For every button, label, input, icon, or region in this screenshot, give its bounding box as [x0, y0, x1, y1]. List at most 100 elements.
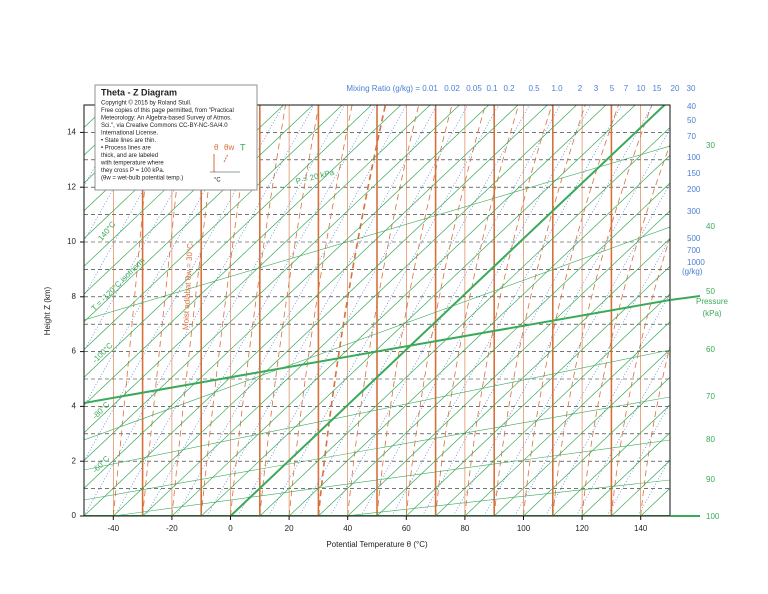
moist-adiabat [112, 105, 153, 516]
x-tick-label: 100 [517, 524, 531, 533]
mixing-ratio-line [606, 402, 670, 516]
moist-adiabat [376, 105, 453, 516]
pressure-line [84, 299, 670, 404]
pressure-line [84, 226, 670, 441]
y-tick-label: 2 [72, 456, 77, 465]
x-tick-label: 0 [228, 524, 233, 533]
note-line: Meteorology: An Algebra-based Survey of … [101, 116, 232, 122]
mixing-ratio-line [237, 105, 469, 516]
isotherm [552, 404, 670, 516]
note-line: • Process lines are [101, 146, 151, 152]
pressure-line [84, 396, 670, 501]
mixing-ratio-line [145, 105, 376, 516]
isotherm [113, 105, 548, 516]
moist-adiabat [493, 105, 586, 516]
mixing-ratio-line [84, 105, 284, 462]
mixing-ratio-label: 3 [594, 84, 599, 93]
moist-adiabat [523, 105, 619, 516]
note-line: International License. [101, 131, 158, 137]
mixing-ratio-label: 200 [687, 185, 701, 194]
x-tick-label: 120 [575, 524, 589, 533]
pressure-label: 70 [706, 392, 715, 401]
mixing-ratio-line [545, 292, 670, 516]
legend-symbol: θ [214, 143, 219, 152]
isotherm [84, 105, 402, 406]
note-line: • State lines are thin. [101, 138, 156, 144]
mixing-ratio-label: 0.1 [486, 84, 498, 93]
x-axis-label: Potential Temperature θ (°C) [326, 540, 428, 549]
moist-adiabat [464, 105, 553, 516]
isotherm [493, 349, 670, 516]
moist-adiabat [435, 105, 519, 516]
isotherm [84, 105, 431, 434]
note-line: with temperature where [100, 161, 164, 167]
mixing-ratio-line [329, 105, 561, 516]
moist-adiabat [288, 105, 353, 516]
isotherm [84, 105, 519, 516]
mixing-ratio-label: 10 [637, 84, 646, 93]
mixing-ratio-label: 0.01 [422, 84, 438, 93]
moist-adiabat [611, 236, 670, 516]
info-box [94, 84, 258, 191]
mixing-ratio-label: 100 [687, 153, 701, 162]
isotherm [288, 154, 670, 516]
isotherm [464, 321, 670, 516]
pressure-line [342, 479, 670, 516]
mixing-ratio-label: 70 [687, 132, 696, 141]
legend-symbol: °C [214, 178, 221, 184]
mixing-ratio-label: 0.5 [528, 84, 540, 93]
mixing-ratio-label: 5 [610, 84, 615, 93]
note-line: they cross P = 100 kPa. [101, 168, 165, 174]
mixing-ratio-label: 40 [687, 102, 696, 111]
mixing-ratio-label: 20 [671, 84, 680, 93]
isotherm [84, 105, 489, 489]
moist-adiabat [552, 105, 653, 516]
isotherm [84, 105, 343, 350]
moist-adiabat [171, 105, 220, 516]
isotherm [435, 293, 670, 516]
mixing-ratio-label: 15 [653, 84, 662, 93]
isotherm-label: -80°C [91, 400, 112, 421]
y-tick-label: 4 [72, 402, 77, 411]
y-tick-label: 0 [72, 511, 77, 520]
isotherm [0, 105, 79, 516]
mixing-ratio-line [514, 237, 670, 516]
mixing-ratio-line [483, 182, 670, 516]
pressure-label: 100 [706, 512, 720, 521]
mixing-ratio-line [730, 105, 768, 516]
moist-adiabat [230, 105, 286, 516]
isotherm [84, 105, 372, 378]
isotherm [406, 265, 670, 516]
moist-adiabat [640, 344, 670, 516]
moist-adiabat [259, 105, 320, 516]
isotherm [142, 105, 577, 516]
mixing-ratio-label: 2 [578, 84, 583, 93]
isotherm [376, 238, 670, 516]
isotherm [0, 105, 49, 516]
mixing-ratio-label: (g/kg) [682, 267, 703, 276]
x-tick-label: 40 [343, 524, 352, 533]
note-line: thick, and are labeled [101, 153, 158, 159]
pressure-label: 90 [706, 475, 715, 484]
mixing-ratio-label: 700 [687, 246, 701, 255]
x-tick-label: 20 [285, 524, 294, 533]
isotherm-label: T = -120°C isotherm [90, 256, 147, 313]
pressure-line [84, 349, 670, 471]
mixing-ratio-label: 0.2 [503, 84, 515, 93]
isotherm [229, 105, 666, 516]
x-tick-label: -20 [166, 524, 178, 533]
x-tick-label: 140 [634, 524, 648, 533]
mixing-ratio-label: 50 [687, 116, 696, 125]
pressure-line [669, 295, 701, 301]
pressure-label: 40 [706, 222, 715, 231]
mixing-ratio-line [84, 105, 315, 516]
isotherm [84, 105, 167, 184]
note-line: (θw = wet-bulb potential temp.) [101, 176, 183, 182]
note-line: Copyright © 2015 by Roland Stull. [101, 100, 192, 107]
isotherm [581, 432, 670, 516]
isotherm-label: 140°C [96, 220, 117, 243]
legend-symbol: θw [224, 143, 234, 152]
moist-adiabat [200, 105, 253, 516]
mixing-ratio-title: Mixing Ratio (g/kg) = [346, 84, 420, 93]
